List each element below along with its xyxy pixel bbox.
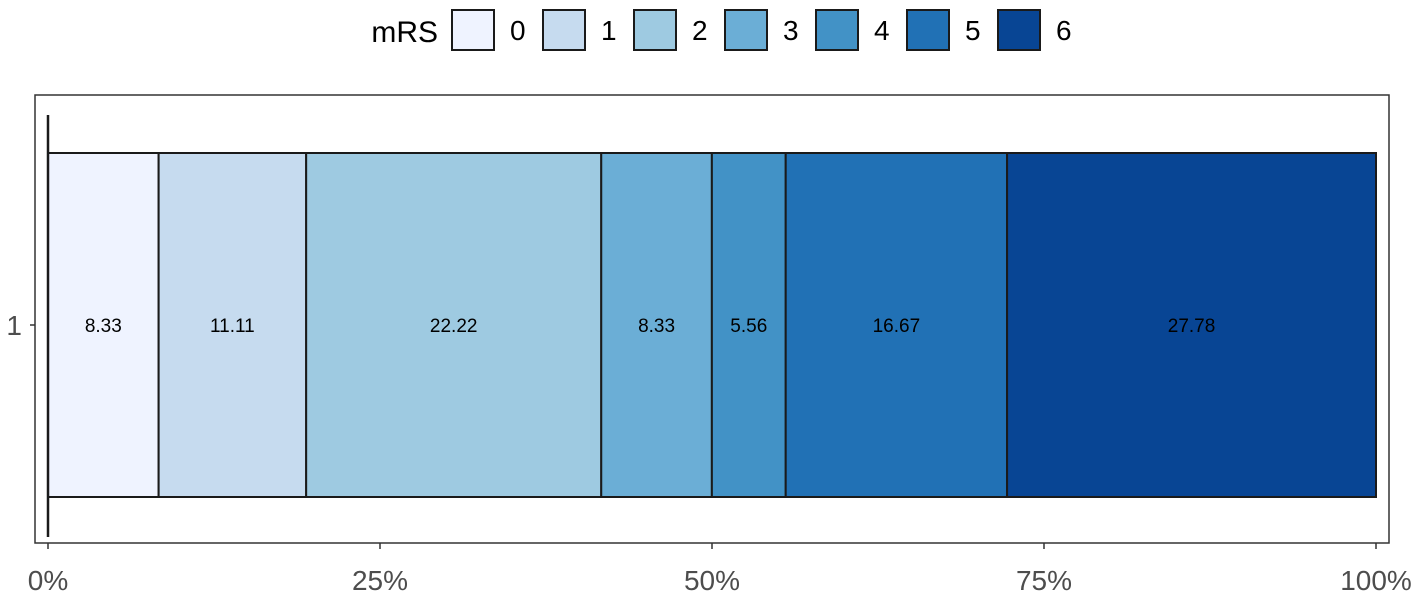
bar-segment-mrs-2 (305, 152, 603, 498)
bar-segment-mrs-3 (600, 152, 713, 498)
bar-segment-mrs-6 (1006, 152, 1377, 498)
legend-label-mrs-0: 0 (510, 15, 526, 46)
data-label-mrs-5: 16.67 (873, 316, 921, 337)
data-label-mrs-0: 8.33 (85, 316, 122, 337)
x-tick-label: 75% (1016, 565, 1072, 596)
data-label-mrs-6: 27.78 (1168, 316, 1216, 337)
legend-key-mrs-4 (815, 9, 859, 51)
legend-label-mrs-3: 3 (783, 15, 799, 46)
legend-key-mrs-3 (724, 9, 768, 51)
y-tick-label: 1 (6, 310, 22, 341)
legend-key-mrs-1 (542, 9, 586, 51)
x-tick-label: 25% (352, 565, 408, 596)
legend-title: mRS (371, 16, 438, 49)
legend-key-mrs-5 (906, 9, 950, 51)
bar-segment-mrs-1 (157, 152, 308, 498)
legend: mRS 0 1 2 3 4 5 6 (371, 9, 1072, 51)
x-tick-label: 50% (684, 565, 740, 596)
data-label-mrs-1: 11.11 (210, 316, 255, 337)
legend-key-mrs-2 (633, 9, 677, 51)
legend-label-mrs-4: 4 (874, 15, 890, 46)
legend-label-mrs-5: 5 (965, 15, 981, 46)
x-tick-label: 0% (28, 565, 68, 596)
legend-key-mrs-0 (451, 9, 495, 51)
bar-segment-mrs-0 (47, 152, 160, 498)
legend-label-mrs-6: 6 (1056, 15, 1072, 46)
bar-segment-mrs-5 (784, 152, 1009, 498)
bar-segment-mrs-4 (710, 152, 787, 498)
legend-label-mrs-1: 1 (601, 15, 617, 46)
x-tick-label: 100% (1340, 565, 1412, 596)
legend-label-mrs-2: 2 (692, 15, 708, 46)
data-label-mrs-3: 8.33 (638, 316, 675, 337)
legend-key-mrs-6 (997, 9, 1041, 51)
data-label-mrs-2: 22.22 (430, 316, 478, 337)
axes: 1 0% 25% 50% 75% 100% (6, 115, 1412, 596)
bar-segments (47, 152, 1377, 498)
data-labels: 8.33 11.11 22.22 8.33 5.56 16.67 27.78 (85, 316, 1215, 337)
data-label-mrs-4: 5.56 (730, 316, 767, 337)
